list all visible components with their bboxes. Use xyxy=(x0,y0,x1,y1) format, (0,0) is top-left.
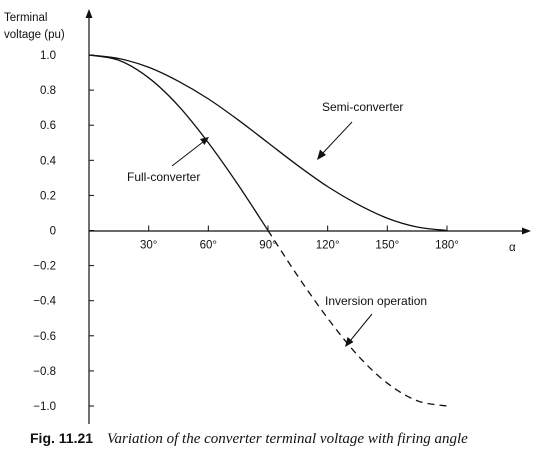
annotation-inversion-operation: Inversion operation xyxy=(325,294,427,347)
y-tick-label: −0.6 xyxy=(33,331,56,343)
series-line-semi-converter xyxy=(88,54,448,232)
x-tick-label: 30° xyxy=(140,240,157,252)
x-ticks: 30° 60° 90° 120° 150° 180° xyxy=(140,225,459,252)
y-axis-title-line-1: Terminal xyxy=(4,12,47,24)
annotation-semi-converter-arrowhead xyxy=(317,149,326,160)
x-axis-title: α xyxy=(509,242,516,254)
y-tick-label: −1.0 xyxy=(33,401,56,413)
annotation-full-converter: Full-converter xyxy=(127,137,209,184)
annotation-semi-converter-label: Semi-converter xyxy=(322,100,403,114)
series-line-full-converter xyxy=(88,54,269,231)
y-tick-label: 0 xyxy=(50,226,56,238)
x-tick-label: 90° xyxy=(259,240,276,252)
annotation-full-converter-arrowhead xyxy=(200,137,209,145)
series-layer xyxy=(88,54,448,407)
y-ticks: 1.0 0.8 0.6 0.4 0.2 0 −0.2 −0.4 −0.6 −0.8 −1.0 xyxy=(33,50,94,413)
y-tick-label: 0.2 xyxy=(40,190,56,202)
annotation-full-converter-arrow-line xyxy=(171,141,204,167)
y-tick-label: 1.0 xyxy=(40,50,56,62)
annotation-semi-converter: Semi-converter xyxy=(317,100,403,160)
y-tick-label: 0.4 xyxy=(40,155,57,167)
figure-caption: Fig. 11.21 Variation of the converter ter… xyxy=(30,430,545,448)
y-tick-label: −0.4 xyxy=(33,296,56,308)
annotation-semi-converter-arrow-line xyxy=(321,121,353,155)
annotation-full-converter-label: Full-converter xyxy=(127,170,200,184)
annotation-inversion-operation-label: Inversion operation xyxy=(325,294,427,308)
y-tick-label: −0.8 xyxy=(33,366,56,378)
x-tick-label: 150° xyxy=(375,240,399,252)
x-tick-label: 180° xyxy=(435,240,459,252)
y-axis-arrowhead xyxy=(85,9,93,18)
x-tick-label: 120° xyxy=(316,240,340,252)
x-tick-label: 60° xyxy=(200,240,217,252)
y-tick-label: 0.8 xyxy=(40,85,56,97)
annotation-inversion-operation-arrowhead xyxy=(345,337,354,347)
annotation-inversion-operation-arrow-line xyxy=(349,313,373,342)
figure-caption-text: Variation of the converter terminal volt… xyxy=(107,431,468,447)
y-tick-label: −0.2 xyxy=(33,261,56,273)
figure-number: Fig. 11.21 xyxy=(30,430,94,446)
y-axis-title-line-2: voltage (pu) xyxy=(4,29,65,41)
y-axis-title: Terminal voltage (pu) xyxy=(4,12,65,41)
x-axis-arrowhead xyxy=(522,227,531,235)
series-line-inversion-operation xyxy=(267,230,448,407)
y-tick-label: 0.6 xyxy=(40,120,56,132)
